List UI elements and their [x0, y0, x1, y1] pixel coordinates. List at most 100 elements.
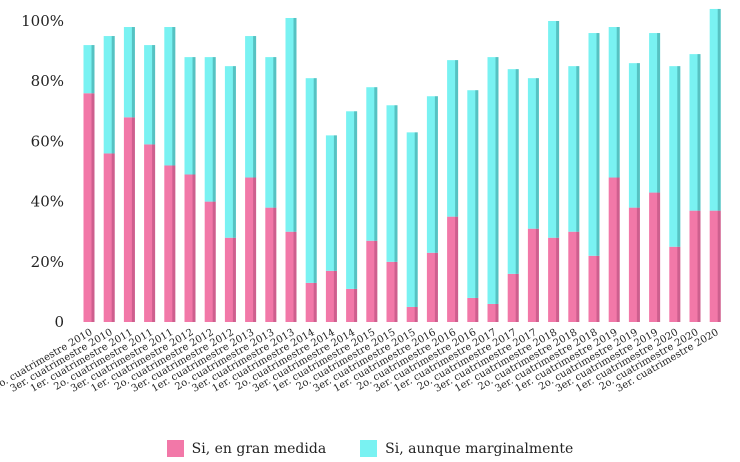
bar-segment-marginalmente: [204, 57, 216, 202]
stacked-bar-chart: 0 20% 40% 60% 80% 100% 2o. cuatrimestre 20103…: [0, 8, 721, 395]
bar-edge: [677, 246, 681, 322]
bar-segment-gran-medida: [245, 177, 257, 322]
bar-segment-gran-medida: [123, 117, 135, 322]
y-tick-label: 100%: [21, 12, 64, 30]
bar-edge: [657, 192, 661, 322]
bar-segment-gran-medida: [709, 210, 721, 322]
bar-segment-gran-medida: [467, 297, 479, 322]
bar-segment-marginalmente: [507, 69, 519, 274]
bar-edge: [495, 303, 499, 322]
bar-segment-gran-medida: [204, 201, 216, 322]
bar-segment-gran-medida: [669, 246, 681, 322]
bar-segment-gran-medida: [447, 216, 459, 322]
bar-segment-marginalmente: [164, 27, 176, 166]
bar-segment-marginalmente: [628, 63, 640, 208]
bar-edge: [616, 27, 620, 178]
bar-edge: [717, 8, 721, 211]
bar-segment-marginalmente: [245, 36, 257, 178]
bar-edge: [596, 255, 600, 322]
bar-segment-gran-medida: [689, 210, 701, 322]
bar-edge: [697, 54, 701, 211]
bar-segment-gran-medida: [507, 273, 519, 322]
bar-edge: [313, 282, 317, 322]
legend-item-marginalmente: Si, aunque marginalmente: [360, 440, 573, 457]
y-axis: 0 20% 40% 60% 80% 100%: [21, 12, 64, 331]
bar-segment-gran-medida: [588, 255, 600, 322]
bar-segment-marginalmente: [689, 54, 701, 211]
bar-edge: [131, 27, 135, 118]
bar-segment-marginalmente: [426, 96, 438, 253]
bar-segment-gran-medida: [224, 237, 236, 322]
bar-edge: [111, 36, 115, 154]
bar-segment-marginalmente: [224, 66, 236, 238]
bar-segment-gran-medida: [608, 177, 620, 322]
legend-swatch-marginalmente: [360, 440, 378, 457]
bar-edge: [273, 57, 277, 208]
bar-segment-marginalmente: [346, 111, 358, 289]
bar-edge: [697, 210, 701, 322]
bar-edge: [455, 60, 459, 217]
bar-segment-gran-medida: [305, 282, 317, 322]
bar-edge: [434, 252, 438, 322]
bar-edge: [556, 21, 560, 238]
bar-edge: [313, 78, 317, 283]
y-tick-label: 60%: [31, 132, 64, 150]
bar-segment-gran-medida: [426, 252, 438, 322]
bar-segment-marginalmente: [184, 57, 196, 175]
bar-segment-gran-medida: [628, 207, 640, 322]
y-tick-label: 20%: [31, 253, 64, 271]
bar-segment-gran-medida: [265, 207, 277, 322]
bar-edge: [556, 237, 560, 322]
bar-segment-marginalmente: [325, 135, 337, 271]
bar-segment-marginalmente: [527, 78, 539, 229]
bar-segment-marginalmente: [366, 87, 378, 241]
bar-segment-marginalmente: [568, 66, 580, 232]
bar-segment-gran-medida: [649, 192, 661, 322]
legend: Si, en gran medida Si, aunque marginalme…: [0, 440, 740, 457]
bar-edge: [374, 87, 378, 241]
bar-edge: [293, 17, 297, 232]
bar-segment-gran-medida: [568, 231, 580, 322]
bar-edge: [152, 45, 156, 145]
bar-edge: [374, 240, 378, 322]
bar-segment-marginalmente: [144, 45, 156, 145]
bar-edge: [354, 288, 358, 322]
bar-edge: [616, 177, 620, 322]
bar-segment-gran-medida: [366, 240, 378, 322]
bar-segment-marginalmente: [709, 8, 721, 211]
bar-edge: [212, 57, 216, 202]
bar-segment-marginalmente: [285, 17, 297, 232]
legend-item-gran-medida: Si, en gran medida: [166, 440, 326, 457]
bar-segment-marginalmente: [588, 33, 600, 256]
bar-edge: [131, 117, 135, 322]
bar-edge: [455, 216, 459, 322]
bar-edge: [475, 90, 479, 298]
bar-segment-gran-medida: [346, 288, 358, 322]
bar-edge: [576, 66, 580, 232]
bar-segment-marginalmente: [487, 57, 499, 304]
bar-edge: [414, 306, 418, 322]
bar-segment-gran-medida: [285, 231, 297, 322]
bar-segment-gran-medida: [548, 237, 560, 322]
bar-segment-gran-medida: [144, 144, 156, 322]
bar-segment-marginalmente: [406, 132, 418, 307]
bar-edge: [232, 237, 236, 322]
bar-edge: [152, 144, 156, 322]
bar-edge: [657, 33, 661, 193]
bar-edge: [535, 78, 539, 229]
bar-edge: [394, 261, 398, 322]
bar-edge: [636, 63, 640, 208]
y-tick-label: 80%: [31, 72, 64, 90]
bar-segment-gran-medida: [83, 93, 95, 323]
bar-edge: [636, 207, 640, 322]
bar-edge: [91, 93, 95, 323]
bar-segment-gran-medida: [406, 306, 418, 322]
bars-layer: [83, 8, 721, 323]
y-tick-label: 40%: [31, 193, 64, 211]
bar-edge: [596, 33, 600, 256]
bar-edge: [333, 270, 337, 322]
bar-segment-marginalmente: [467, 90, 479, 298]
bar-edge: [515, 69, 519, 274]
bar-segment-marginalmente: [669, 66, 681, 247]
bar-edge: [192, 57, 196, 175]
